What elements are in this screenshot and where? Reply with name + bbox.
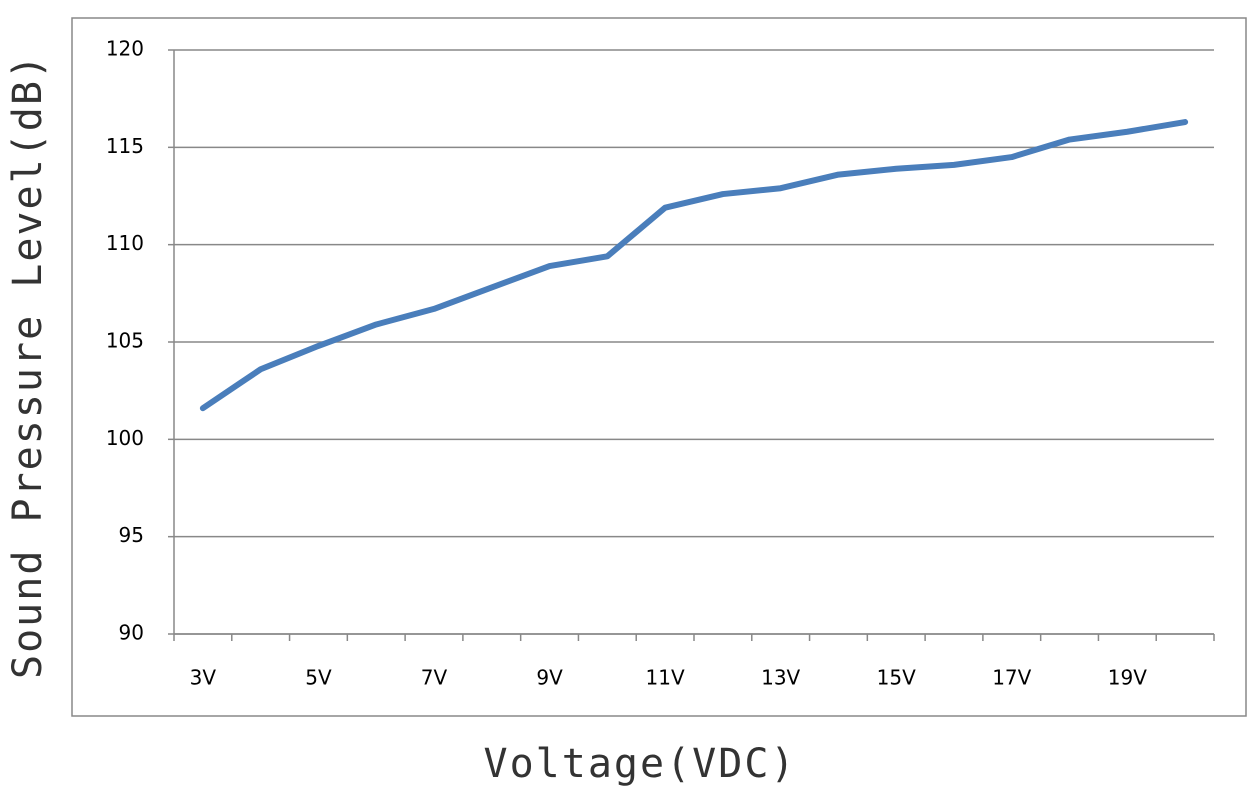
y-tick-label: 100 [106, 426, 144, 450]
x-axis-title: Voltage(VDC) [484, 741, 797, 787]
chart-frame [71, 17, 1247, 717]
x-tick-label: 11V [646, 666, 685, 690]
y-tick-label: 110 [106, 231, 144, 255]
y-tick-label: 115 [106, 134, 144, 158]
data-line [199, 119, 1189, 412]
y-tick-label: 90 [119, 621, 144, 645]
y-tick-label: 95 [119, 523, 144, 547]
x-tick-label: 9V [536, 666, 563, 690]
x-tick-label: 15V [877, 666, 916, 690]
x-tick-label: 3V [190, 666, 217, 690]
x-tick-label: 7V [421, 666, 448, 690]
y-tick-label: 120 [106, 37, 144, 61]
y-tick-label: 105 [106, 329, 144, 353]
x-tick-label: 13V [761, 666, 800, 690]
x-tick-label: 19V [1108, 666, 1147, 690]
x-tick-label: 17V [992, 666, 1031, 690]
y-axis-title: Sound Pressure Level(dB) [5, 53, 51, 679]
x-tick-label: 5V [305, 666, 332, 690]
